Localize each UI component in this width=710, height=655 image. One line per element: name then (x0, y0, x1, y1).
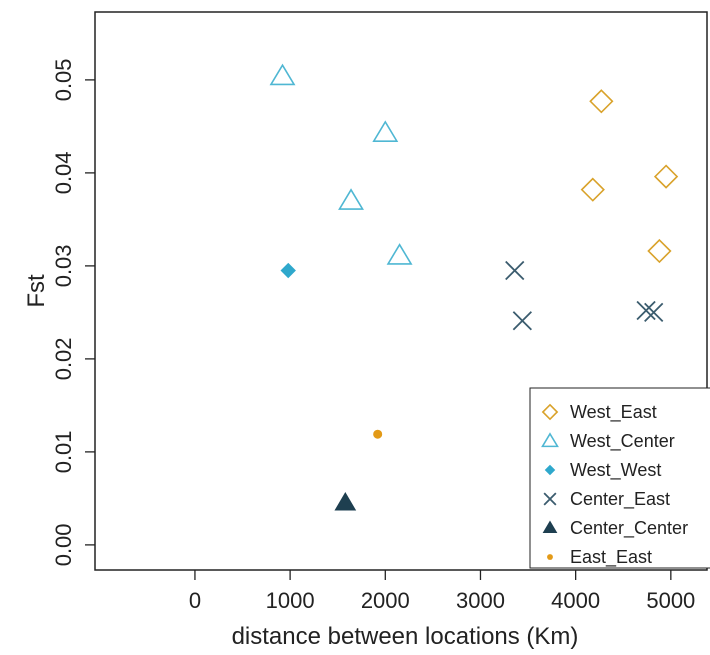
point-west-center (269, 63, 296, 86)
legend-label-east-east: East_East (570, 547, 652, 568)
legend-marker-center-center (542, 520, 558, 534)
y-axis: 0.00 0.01 0.02 0.03 0.04 0.05 (51, 58, 95, 566)
x-tick-label: 1000 (266, 588, 315, 613)
x-tick-label: 5000 (646, 588, 695, 613)
point-west-west (280, 262, 296, 279)
legend-marker-west-west (544, 464, 556, 476)
legend-marker-west-center (541, 432, 559, 448)
y-tick-label: 0.02 (51, 337, 76, 380)
legend-label-center-center: Center_Center (570, 518, 688, 539)
legend-label-west-east: West_East (570, 402, 657, 423)
point-west-center (372, 120, 399, 142)
x-axis: 0 1000 2000 3000 4000 5000 (189, 570, 695, 613)
point-west-east (653, 164, 679, 189)
point-west-east (580, 177, 605, 202)
point-west-east (589, 89, 614, 114)
y-tick-label: 0.00 (51, 523, 76, 566)
x-axis-title: distance between locations (Km) (232, 623, 579, 650)
y-tick-label: 0.01 (51, 430, 76, 473)
point-center-east (512, 311, 532, 331)
y-tick-label: 0.05 (51, 58, 76, 101)
data-points (269, 63, 679, 511)
point-east-east (373, 429, 383, 439)
point-center-east (505, 260, 525, 281)
x-tick-label: 2000 (361, 588, 410, 613)
legend-label-center-east: Center_East (570, 489, 670, 510)
plot-frame (94, 11, 708, 571)
x-tick-label: 0 (189, 588, 201, 613)
legend-marker-center-east (543, 492, 557, 506)
legend: West_East West_Center West_West Center_East… (529, 387, 710, 569)
y-axis-title: Fst (23, 274, 50, 308)
point-center-center (334, 492, 357, 511)
point-west-center (386, 243, 413, 265)
point-center-east (644, 302, 664, 323)
point-west-east (647, 238, 672, 264)
x-tick-label: 3000 (456, 588, 505, 613)
legend-marker-east-east (547, 554, 553, 560)
x-tick-label: 4000 (551, 588, 600, 613)
legend-marker-west-east (541, 403, 559, 421)
point-center-east (636, 300, 656, 321)
legend-label-west-center: West_Center (570, 431, 675, 452)
point-west-center (338, 188, 364, 210)
y-tick-label: 0.03 (51, 244, 76, 287)
legend-label-west-west: West_West (570, 460, 661, 481)
y-tick-label: 0.04 (51, 151, 76, 194)
legend-box (529, 387, 710, 569)
